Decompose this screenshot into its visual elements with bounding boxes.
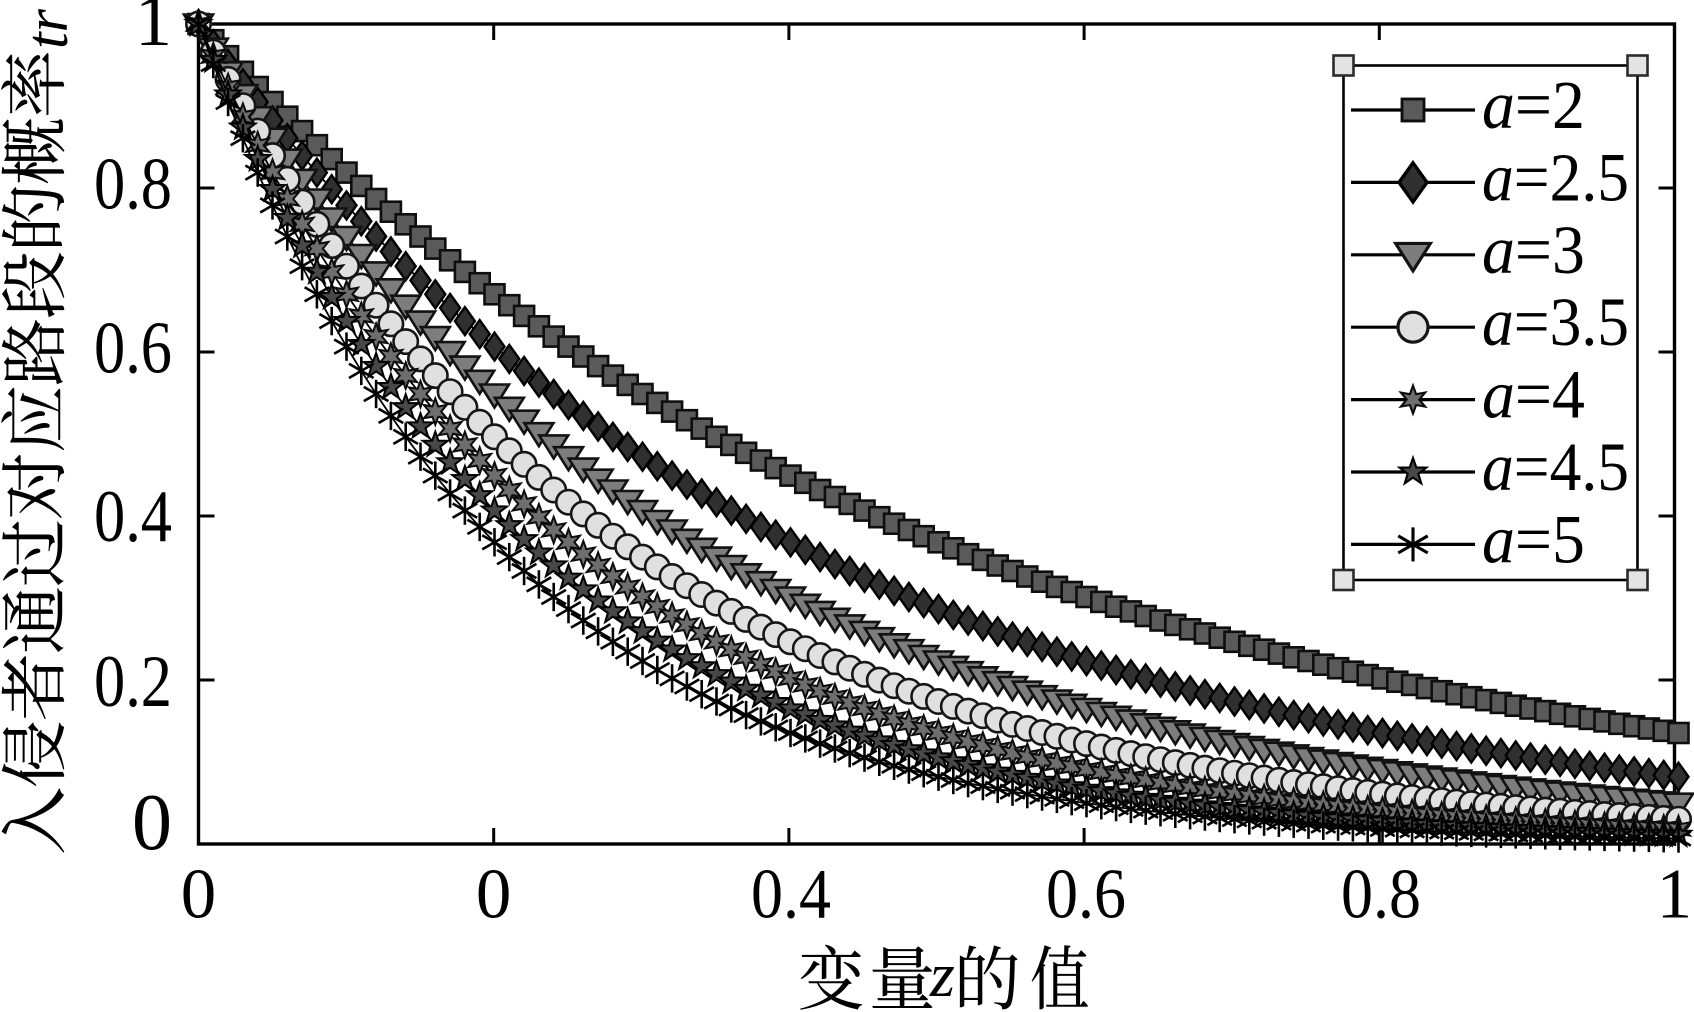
svg-text:0: 0 bbox=[181, 856, 217, 934]
svg-text:0.4: 0.4 bbox=[94, 476, 172, 558]
svg-text:a=2: a=2 bbox=[1482, 67, 1585, 143]
svg-text:0.8: 0.8 bbox=[1341, 856, 1421, 934]
svg-text:a=5: a=5 bbox=[1482, 501, 1585, 577]
svg-text:0.6: 0.6 bbox=[94, 308, 172, 390]
svg-text:0.2: 0.2 bbox=[94, 641, 172, 723]
svg-text:0.4: 0.4 bbox=[751, 856, 831, 934]
svg-text:0: 0 bbox=[476, 856, 512, 934]
svg-text:1: 1 bbox=[1657, 856, 1693, 934]
svg-text:tr: tr bbox=[14, 8, 80, 49]
svg-text:z: z bbox=[929, 939, 955, 1010]
svg-text:a=4: a=4 bbox=[1482, 357, 1585, 433]
svg-text:a=3.5: a=3.5 bbox=[1482, 284, 1629, 360]
svg-text:0.6: 0.6 bbox=[1046, 856, 1126, 934]
svg-text:a=3: a=3 bbox=[1482, 212, 1585, 288]
svg-text:0.8: 0.8 bbox=[94, 144, 172, 226]
svg-text:1: 1 bbox=[135, 0, 172, 62]
svg-text:a=4.5: a=4.5 bbox=[1482, 429, 1629, 505]
svg-text:a=2.5: a=2.5 bbox=[1482, 139, 1629, 215]
svg-text:0: 0 bbox=[132, 779, 172, 867]
